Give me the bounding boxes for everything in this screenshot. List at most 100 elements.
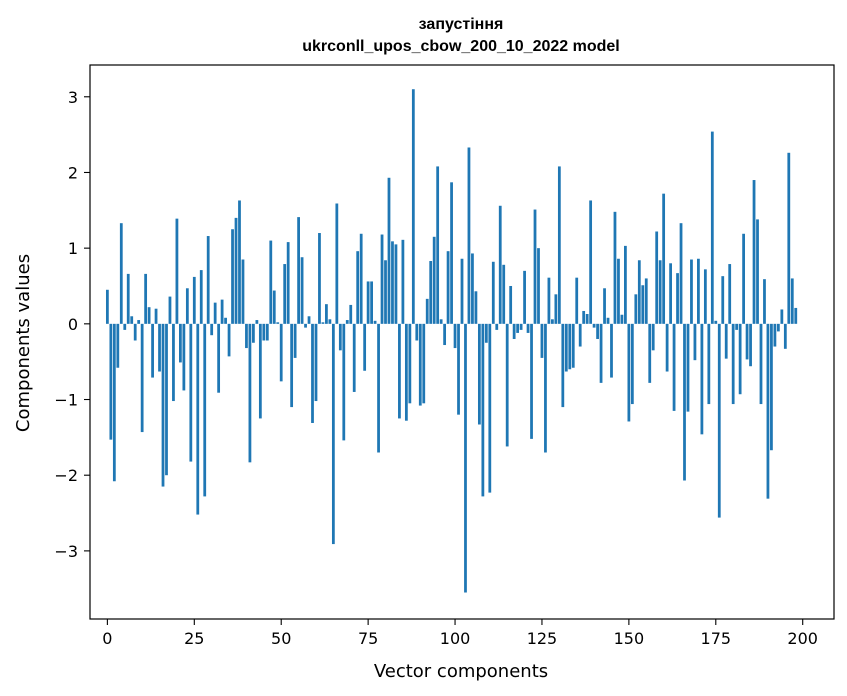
bar-component-176 xyxy=(717,323,721,518)
bar-component-158 xyxy=(655,231,659,324)
bar-component-9 xyxy=(137,320,141,324)
bar-component-40 xyxy=(245,323,248,349)
bar-component-190 xyxy=(766,323,770,499)
bar-component-166 xyxy=(683,323,686,481)
bar-component-52 xyxy=(286,242,290,324)
plot-frame xyxy=(89,64,835,620)
bar-component-157 xyxy=(651,323,655,351)
plot-area xyxy=(105,89,798,593)
bar-component-36 xyxy=(231,229,234,324)
bar-component-29 xyxy=(206,236,210,324)
bar-component-168 xyxy=(690,259,693,324)
x-axis-label: Vector components xyxy=(374,661,548,682)
bar-component-13 xyxy=(151,323,154,378)
bar-component-181 xyxy=(735,323,739,330)
bar-component-35 xyxy=(227,323,231,357)
bar-component-91 xyxy=(422,323,426,404)
bar-component-22 xyxy=(182,323,186,391)
bar-component-96 xyxy=(439,319,443,324)
bar-component-138 xyxy=(585,314,589,324)
bar-component-118 xyxy=(516,323,520,333)
bar-component-50 xyxy=(279,323,283,382)
bar-component-3 xyxy=(116,323,120,368)
bar-component-17 xyxy=(165,323,168,476)
bar-component-195 xyxy=(783,323,787,349)
bar-component-98 xyxy=(446,251,450,324)
bar-component-73 xyxy=(359,233,363,324)
bar-component-183 xyxy=(742,233,745,324)
bar-component-147 xyxy=(617,258,620,324)
bar-component-139 xyxy=(589,200,593,324)
bar-component-124 xyxy=(537,248,540,324)
bar-component-26 xyxy=(196,323,200,515)
bar-component-116 xyxy=(509,285,513,324)
bar-component-55 xyxy=(297,217,300,324)
bar-component-194 xyxy=(780,309,784,324)
bar-component-77 xyxy=(373,320,377,324)
x-tick-label: 75 xyxy=(358,629,378,648)
bar-component-72 xyxy=(356,251,360,324)
bar-component-136 xyxy=(578,323,582,347)
bar-component-31 xyxy=(213,302,217,324)
bar-component-134 xyxy=(571,323,575,368)
bar-component-193 xyxy=(776,323,780,332)
bar-component-151 xyxy=(630,323,634,405)
bar-component-8 xyxy=(133,323,137,341)
bar-component-132 xyxy=(564,323,568,372)
bar-component-140 xyxy=(592,323,596,328)
bar-component-188 xyxy=(759,323,763,405)
bar-component-60 xyxy=(314,323,318,402)
bar-component-163 xyxy=(672,323,676,411)
bar-component-79 xyxy=(380,234,384,324)
bar-component-156 xyxy=(648,323,652,383)
bar-component-64 xyxy=(328,319,332,324)
x-tick-label: 175 xyxy=(701,629,732,648)
bar-component-88 xyxy=(411,89,415,324)
bar-component-38 xyxy=(238,200,241,324)
bar-component-69 xyxy=(345,320,349,324)
bar-component-47 xyxy=(269,240,273,324)
bar-component-128 xyxy=(551,319,554,324)
bar-component-174 xyxy=(710,131,714,324)
bar-component-137 xyxy=(582,310,586,324)
bar-component-162 xyxy=(669,263,672,324)
bar-component-95 xyxy=(436,166,440,324)
bar-component-12 xyxy=(147,307,151,324)
bar-component-146 xyxy=(613,211,617,324)
bar-component-2 xyxy=(112,323,116,482)
chart-title-line-2: ukrconll_upos_cbow_200_10_2022 model xyxy=(302,38,619,55)
x-tick-label: 25 xyxy=(184,629,204,648)
bar-component-4 xyxy=(119,223,123,324)
bar-component-145 xyxy=(610,323,613,378)
bar-component-41 xyxy=(248,323,252,463)
bar-component-14 xyxy=(154,308,158,324)
bar-component-28 xyxy=(203,323,207,497)
bar-component-125 xyxy=(540,323,544,358)
bar-component-186 xyxy=(752,180,756,324)
bar-component-148 xyxy=(620,314,624,324)
bar-component-189 xyxy=(763,279,766,324)
bar-component-105 xyxy=(471,253,474,324)
x-tick-label: 50 xyxy=(271,629,291,648)
bar-component-30 xyxy=(210,323,214,336)
bar-component-150 xyxy=(627,323,631,422)
bar-component-171 xyxy=(700,323,704,435)
bar-component-177 xyxy=(721,276,725,324)
bar-component-84 xyxy=(398,323,401,419)
bar-component-19 xyxy=(172,323,175,402)
bar-component-144 xyxy=(606,317,610,324)
bar-component-102 xyxy=(460,258,464,324)
bar-component-192 xyxy=(773,323,777,347)
bar-component-121 xyxy=(526,323,530,333)
bar-component-46 xyxy=(265,323,269,341)
bar-component-185 xyxy=(749,323,752,367)
bar-component-27 xyxy=(199,270,203,324)
bar-component-120 xyxy=(523,270,526,324)
y-tick-label: 0 xyxy=(68,315,78,334)
bar-component-100 xyxy=(453,323,457,349)
bar-component-141 xyxy=(596,323,599,339)
bar-component-97 xyxy=(443,323,447,346)
bar-component-184 xyxy=(745,323,749,360)
bar-component-83 xyxy=(394,244,398,324)
